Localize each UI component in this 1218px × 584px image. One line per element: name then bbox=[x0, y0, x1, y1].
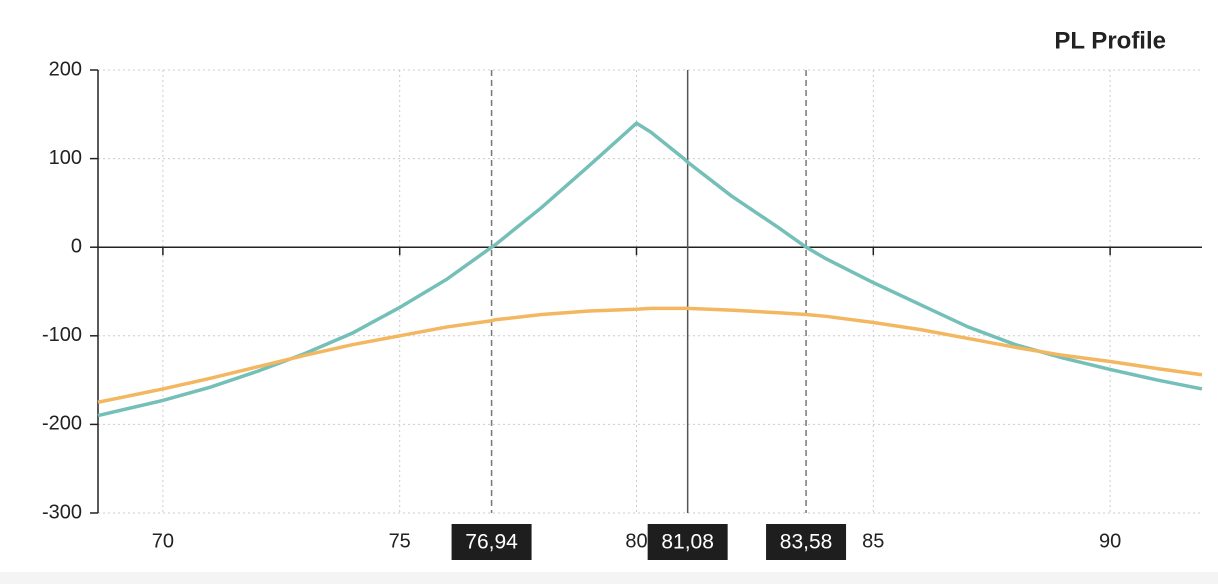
chart-title: PL Profile bbox=[1054, 27, 1166, 54]
marker-label-box bbox=[451, 524, 532, 560]
footer-band bbox=[0, 572, 1218, 584]
y-tick-label: -100 bbox=[42, 324, 82, 346]
series-line bbox=[97, 120, 1203, 418]
y-tick-label: -300 bbox=[42, 501, 82, 523]
x-tick-label: 75 bbox=[389, 530, 411, 552]
y-tick-label: 200 bbox=[49, 58, 82, 80]
series-line bbox=[97, 306, 1203, 404]
y-tick-label: 100 bbox=[49, 147, 82, 169]
x-tick-label: 80 bbox=[625, 530, 647, 552]
y-tick-label: -200 bbox=[42, 413, 82, 435]
marker-label-box bbox=[647, 524, 728, 560]
x-tick-label: 90 bbox=[1099, 530, 1121, 552]
y-tick-label: 0 bbox=[71, 235, 82, 257]
marker-label-box bbox=[766, 524, 847, 560]
marker-label: 83,58 bbox=[780, 531, 833, 554]
marker-label: 76,94 bbox=[465, 531, 518, 554]
x-tick-label: 85 bbox=[862, 530, 884, 552]
marker-label: 81,08 bbox=[661, 531, 714, 554]
x-tick-label: 70 bbox=[152, 530, 174, 552]
